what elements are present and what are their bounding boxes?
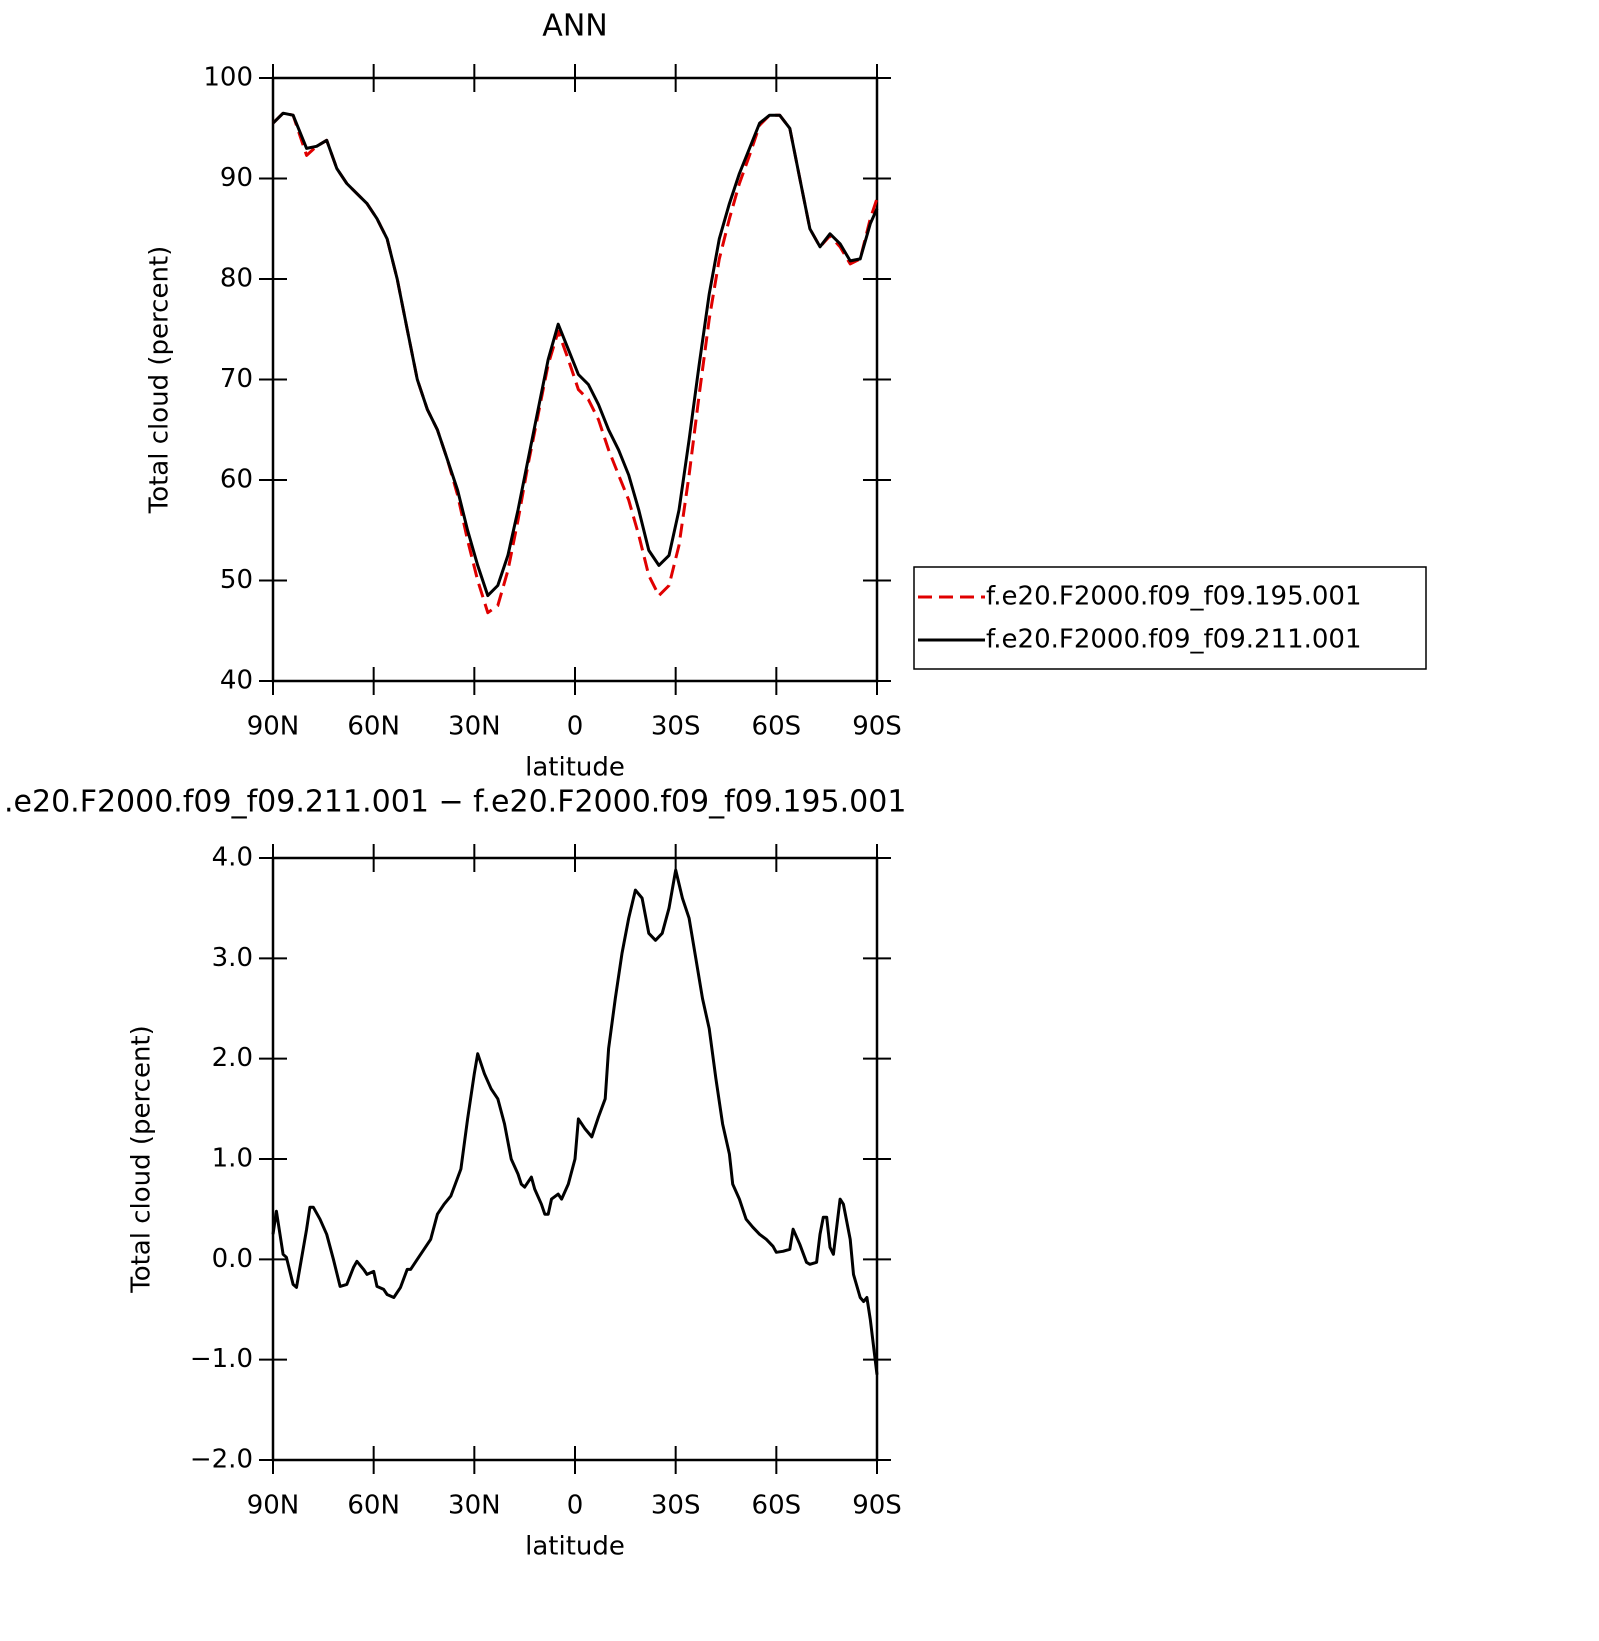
y-tick-label: 90 — [220, 163, 253, 193]
chart-title: .e20.F2000.f09_f09.211.001 − f.e20.F2000… — [4, 785, 906, 820]
y-axis-label: Total cloud (percent) — [145, 246, 175, 515]
y-tick-label: −2.0 — [190, 1445, 253, 1475]
x-tick-label: 60S — [752, 1491, 802, 1521]
x-tick-label: 90N — [247, 1491, 300, 1521]
x-tick-label: 90S — [852, 712, 902, 742]
x-tick-label: 60N — [347, 1491, 400, 1521]
x-tick-label: 60S — [752, 712, 802, 742]
y-tick-label: 1.0 — [212, 1144, 253, 1174]
x-tick-label: 0 — [567, 712, 584, 742]
series-line — [271, 868, 879, 1375]
y-tick-label: 4.0 — [212, 843, 253, 873]
x-tick-label: 90N — [247, 712, 300, 742]
x-tick-label: 0 — [567, 1491, 584, 1521]
y-tick-label: 0.0 — [212, 1244, 253, 1274]
x-tick-label: 30S — [651, 712, 701, 742]
chart-title: ANN — [542, 9, 607, 44]
legend-label: f.e20.F2000.f09_f09.211.001 — [986, 625, 1362, 655]
y-tick-label: 2.0 — [212, 1043, 253, 1073]
x-tick-label: 30N — [448, 1491, 501, 1521]
y-tick-label: 70 — [220, 364, 253, 394]
y-axis-label: Total cloud (percent) — [127, 1025, 157, 1294]
legend-box — [913, 566, 1427, 670]
y-tick-label: 40 — [220, 666, 253, 696]
x-tick-label: 30N — [448, 712, 501, 742]
series-line — [271, 111, 879, 598]
y-tick-label: 80 — [220, 264, 253, 294]
y-tick-label: 60 — [220, 465, 253, 495]
x-tick-label: 90S — [852, 1491, 902, 1521]
plot-frame — [271, 76, 879, 683]
x-axis-label: latitude — [525, 753, 625, 783]
y-tick-label: 100 — [203, 63, 253, 93]
legend-label: f.e20.F2000.f09_f09.195.001 — [986, 582, 1362, 612]
y-tick-label: −1.0 — [190, 1344, 253, 1374]
y-tick-label: 50 — [220, 565, 253, 595]
x-axis-label: latitude — [525, 1532, 625, 1562]
y-tick-label: 3.0 — [212, 943, 253, 973]
x-tick-label: 60N — [347, 712, 400, 742]
x-tick-label: 30S — [651, 1491, 701, 1521]
plot-frame — [271, 856, 879, 1462]
